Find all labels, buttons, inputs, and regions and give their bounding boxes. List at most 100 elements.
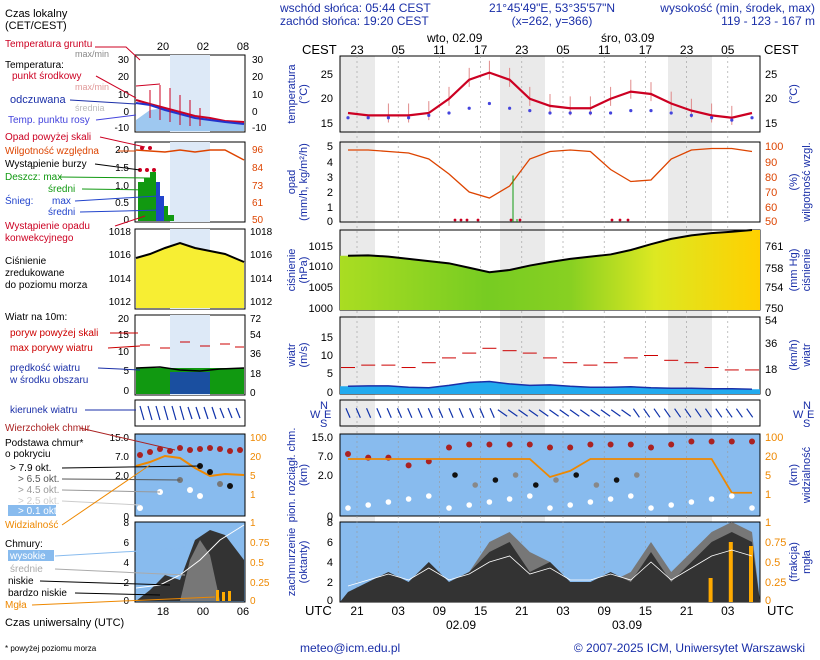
hour-top-label: 23 (515, 43, 529, 57)
mini-hum-tick-0: 96 (252, 145, 264, 156)
dew-point-dot (629, 109, 633, 113)
wind-direction-arrow (458, 408, 464, 418)
cloud-top-dot (708, 438, 715, 445)
legend-pressure-2: zredukowane (5, 268, 65, 279)
legend-time-top-2: 08 (237, 41, 249, 53)
mini-wind-tick-r0: 72 (250, 314, 262, 325)
panel-precip (339, 141, 761, 223)
dew-point-dot (649, 109, 653, 113)
mini-press-tick-r2: 1014 (250, 274, 273, 285)
wind-direction-arrow (653, 408, 661, 418)
cloud-top-dot (587, 441, 594, 448)
legend-time-bottom: 18 00 06 (157, 606, 249, 618)
wind-direction-arrow (345, 408, 351, 418)
axis-vis-unit: (km) (788, 464, 800, 486)
mini-temp-tick-r0: 30 (252, 55, 264, 66)
hour-bottom-label: 21 (350, 604, 364, 618)
precip-marker (610, 218, 614, 222)
header-sunrise: wschód słońca: 05:44 CEST (279, 1, 431, 15)
wind-direction-arrow (538, 409, 549, 417)
visibility-line (348, 458, 752, 494)
tick-press-l0: 1015 (309, 241, 333, 253)
hour-bottom-label: 03 (556, 604, 570, 618)
tick-vis-r2: 5 (765, 470, 771, 482)
mini-dir-frame (134, 399, 246, 427)
legend-snow-mean: średni (48, 207, 75, 218)
main-hours-top: 23 05 11 17 23 05 11 17 23 05 (350, 43, 734, 57)
axis-press-r: ciśnienie (801, 249, 813, 292)
wind-direction-arrow (663, 408, 671, 418)
header: wschód słońca: 05:44 CEST zachód słońca:… (279, 1, 815, 28)
mini-vis-ticks: 100 20 5 1 (250, 433, 267, 501)
mini-hum-tick-3: 61 (252, 198, 264, 209)
night-bands (340, 56, 712, 602)
fog-bar (749, 546, 753, 602)
axis-cov-unit: (oktanty) (298, 541, 310, 584)
legend-panel: Czas lokalny (CET/CEST) 20 02 08 (5, 8, 273, 653)
wind-direction-arrow (569, 409, 580, 417)
tick-cov-l2: 4 (327, 557, 333, 569)
dew-point-dot (710, 116, 714, 120)
hour-top-label: 17 (639, 43, 653, 57)
hour-bottom-label: 09 (598, 604, 612, 618)
dew-point-dot (487, 101, 491, 106)
mini-cov-tick-0: 8 (123, 518, 129, 529)
axis-press-label: ciśnienie (286, 249, 298, 292)
mini-dir-arrows (139, 405, 241, 421)
night-band (340, 56, 375, 602)
hour-top-label: 11 (598, 43, 611, 57)
cloud-top-dot (466, 441, 473, 448)
legend-max-min: max/min (75, 82, 109, 92)
axis-press-unit: (hPa) (298, 257, 310, 284)
footer-email[interactable]: meteo@icm.edu.pl (300, 641, 400, 655)
tick-fog-r0: 1 (765, 517, 771, 529)
cloud-base-dot (405, 496, 412, 502)
hour-bottom-label: 15 (639, 604, 653, 618)
tick-precip-l5: 0 (327, 216, 333, 228)
tick-cloud-l1: 7.0 (318, 451, 333, 463)
wind-line (347, 380, 753, 390)
main-ticks-right: 25 20 15 100 90 80 70 60 50 761 758 754 … (765, 69, 786, 607)
tick-precip-l1: 4 (327, 157, 333, 169)
dew-point-dot (366, 116, 370, 120)
tick-temp-l1: 20 (321, 93, 333, 105)
hour-top-label: 05 (392, 43, 406, 57)
cloud-base-dense-dot (533, 482, 539, 488)
cloud-top-dot (547, 444, 553, 451)
fog-bar (728, 542, 733, 602)
legend-conv-precip-2: konwekcyjnego (5, 233, 74, 244)
axis-cloud-unit: (km) (298, 464, 310, 486)
legend-low: niskie (8, 576, 34, 587)
tick-precip-l2: 3 (327, 172, 333, 184)
cloud-top-dot (627, 441, 634, 448)
tick-fog-r1: 0.75 (765, 537, 786, 549)
legend-wind-dir: kierunek wiatru (10, 405, 77, 416)
axis-wind-label: wiatr (286, 343, 298, 368)
cloud-base-dot (547, 505, 553, 511)
dew-point-dot (689, 113, 694, 117)
hour-bottom-label: 09 (433, 604, 447, 618)
wind-direction-arrow (746, 408, 754, 418)
mini-wind-tick-3: 5 (123, 366, 129, 377)
precip-marker (518, 218, 522, 222)
main-day1-utc: 02.09 (446, 618, 476, 632)
main-day1: wto, 02.09 (426, 31, 483, 45)
cloud-base-dot (527, 493, 533, 499)
mini-wind-tick-1: 15 (118, 330, 130, 341)
wind-direction-arrow (528, 409, 539, 417)
legend-footnote: * powyżej poziomu morza (5, 644, 97, 653)
tick-hum-r3: 70 (765, 187, 777, 199)
mini-vis-tick-3: 1 (250, 490, 256, 501)
tick-wind-r0: 54 (765, 315, 777, 327)
wind-direction-arrow (468, 408, 475, 418)
hour-top-label: 11 (433, 43, 446, 57)
mini-hum-tick-2: 73 (252, 181, 264, 192)
mini-temp-tick-3: 0 (123, 107, 129, 118)
legend-local-time-sub: (CET/CEST) (5, 20, 67, 32)
axis-wind-r: wiatr (801, 343, 813, 368)
mini-press-tick-2: 1014 (109, 274, 132, 285)
hour-bottom-label: 15 (474, 604, 488, 618)
main-day2-utc: 03.09 (612, 618, 642, 632)
tick-hum-r4: 60 (765, 202, 777, 214)
tick-press-l2: 1005 (309, 282, 333, 294)
